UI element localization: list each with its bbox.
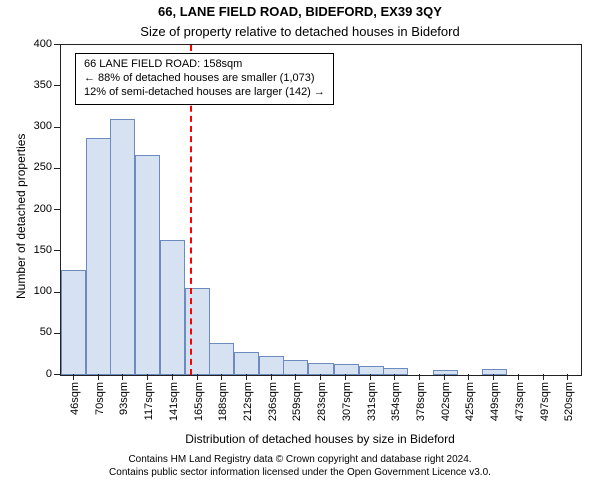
x-tick-label: 473sqm [514,382,526,421]
x-tick-label: 259sqm [291,382,303,421]
x-tick-mark [468,374,469,380]
disclaimer: Contains HM Land Registry data © Crown c… [0,454,600,479]
y-tick-mark [54,209,60,210]
x-axis-label: Distribution of detached houses by size … [60,432,580,446]
x-tick-label: 497sqm [539,382,551,421]
y-tick-label: 400 [18,38,52,50]
y-tick-mark [54,168,60,169]
x-tick-mark [295,374,296,380]
x-tick-label: 425sqm [464,382,476,421]
x-tick-mark [271,374,272,380]
x-tick-label: 212sqm [242,382,254,421]
page-title: 66, LANE FIELD ROAD, BIDEFORD, EX39 3QY [0,4,600,19]
page-subtitle: Size of property relative to detached ho… [0,24,600,39]
x-tick-label: 402sqm [440,382,452,421]
disclaimer-line-2: Contains public sector information licen… [0,467,600,480]
y-tick-label: 300 [18,120,52,132]
x-tick-mark [122,374,123,380]
y-tick-mark [54,44,60,45]
x-tick-mark [444,374,445,380]
bar [86,138,111,375]
bar [259,356,284,375]
x-tick-label: 449sqm [489,382,501,421]
y-tick-mark [54,250,60,251]
x-tick-mark [394,374,395,380]
page: 66, LANE FIELD ROAD, BIDEFORD, EX39 3QY … [0,0,600,500]
x-tick-label: 236sqm [267,382,279,421]
x-tick-label: 188sqm [217,382,229,421]
x-tick-label: 307sqm [341,382,353,421]
x-tick-mark [197,374,198,380]
x-tick-label: 520sqm [563,382,575,421]
y-tick-mark [54,292,60,293]
x-tick-label: 141sqm [168,382,180,421]
y-tick-mark [54,85,60,86]
x-tick-label: 70sqm [94,382,106,415]
x-tick-mark [419,374,420,380]
info-box: 66 LANE FIELD ROAD: 158sqm ← 88% of deta… [75,53,334,105]
x-tick-mark [345,374,346,380]
bar [209,343,234,375]
bar [283,360,308,375]
y-tick-label: 0 [18,368,52,380]
x-tick-mark [221,374,222,380]
y-tick-label: 350 [18,79,52,91]
y-tick-label: 50 [18,326,52,338]
y-tick-mark [54,333,60,334]
chart-plot-area: 66 LANE FIELD ROAD: 158sqm ← 88% of deta… [60,44,582,376]
x-tick-mark [370,374,371,380]
x-tick-mark [543,374,544,380]
info-line-3: 12% of semi-detached houses are larger (… [84,86,325,100]
x-tick-mark [567,374,568,380]
bar [185,288,210,375]
bar [110,119,135,375]
x-tick-label: 331sqm [366,382,378,421]
y-tick-mark [54,127,60,128]
x-tick-mark [320,374,321,380]
x-tick-label: 165sqm [193,382,205,421]
y-tick-mark [54,374,60,375]
bar [61,270,86,375]
x-tick-label: 93sqm [118,382,130,415]
disclaimer-line-1: Contains HM Land Registry data © Crown c… [0,454,600,467]
info-line-2: ← 88% of detached houses are smaller (1,… [84,72,325,86]
x-tick-label: 354sqm [390,382,402,421]
y-axis-label: Number of detached properties [14,134,28,299]
x-tick-mark [98,374,99,380]
x-tick-label: 117sqm [143,382,155,420]
x-tick-mark [493,374,494,380]
bar [135,155,160,375]
x-tick-mark [147,374,148,380]
x-tick-mark [518,374,519,380]
x-tick-mark [73,374,74,380]
info-line-1: 66 LANE FIELD ROAD: 158sqm [84,58,325,72]
x-tick-mark [246,374,247,380]
bar [234,352,259,375]
x-tick-mark [172,374,173,380]
x-tick-label: 46sqm [69,382,81,415]
x-tick-label: 378sqm [415,382,427,421]
x-tick-label: 283sqm [316,382,328,421]
bar [160,240,185,375]
